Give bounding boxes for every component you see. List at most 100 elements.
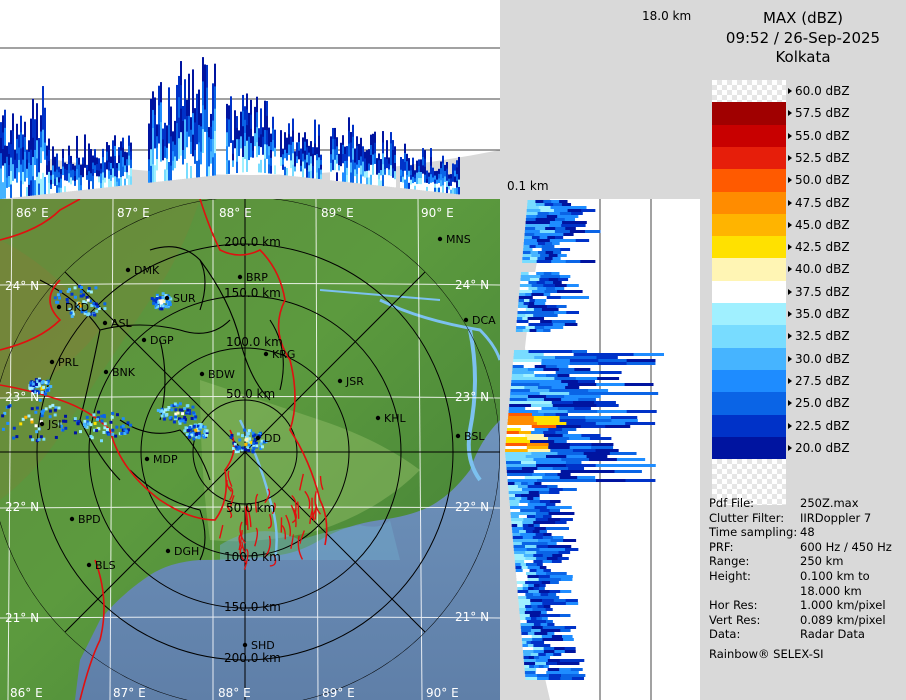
ppi-echo-cell bbox=[35, 389, 39, 393]
top-echo-cell bbox=[310, 148, 312, 157]
top-echo-cell bbox=[316, 147, 318, 154]
right-echo-cell bbox=[559, 200, 568, 203]
right-echo-cell bbox=[536, 260, 552, 263]
top-echo-cell bbox=[240, 160, 242, 173]
top-echo-cell bbox=[346, 153, 348, 161]
right-echo-cell bbox=[557, 350, 573, 353]
top-echo-cell bbox=[152, 127, 154, 147]
right-echo-cell bbox=[530, 404, 554, 407]
right-echo-cell bbox=[533, 623, 542, 626]
right-echo-cell bbox=[547, 623, 555, 626]
legend-label: 55.0 dBZ bbox=[788, 129, 850, 143]
right-echo-cell bbox=[521, 497, 528, 500]
top-echo-cell bbox=[374, 142, 376, 154]
top-echo-cell bbox=[98, 170, 100, 177]
top-echo-cell bbox=[118, 162, 120, 171]
ppi-echo-cell bbox=[260, 445, 264, 449]
right-echo-cell bbox=[549, 590, 561, 593]
top-echo-cell bbox=[48, 138, 50, 150]
top-echo-cell bbox=[32, 137, 34, 158]
ppi-echo-cell bbox=[121, 417, 125, 421]
ppi-echo-cell bbox=[77, 302, 81, 306]
top-echo-cell bbox=[394, 178, 396, 188]
top-echo-cell bbox=[44, 159, 46, 177]
top-echo-cell bbox=[90, 156, 92, 166]
ppi-echo-cell bbox=[170, 408, 174, 412]
top-echo-cell bbox=[18, 147, 20, 160]
right-echo-cell bbox=[508, 485, 519, 488]
right-echo-cell bbox=[537, 287, 547, 290]
legend-label: 32.5 dBZ bbox=[788, 329, 850, 343]
right-echo-cell bbox=[536, 545, 549, 548]
right-echo-cell bbox=[539, 548, 553, 551]
ppi-echo-cell bbox=[247, 443, 251, 447]
right-echo-cell bbox=[530, 653, 539, 656]
top-echo-cell bbox=[188, 136, 190, 158]
right-echo-cell bbox=[538, 590, 551, 593]
top-echo-cell bbox=[8, 142, 10, 154]
top-echo-cell bbox=[130, 167, 132, 177]
top-echo-cell bbox=[94, 164, 96, 174]
top-echo-cell bbox=[330, 153, 332, 163]
right-echo-cell bbox=[553, 233, 564, 236]
top-echo-cell bbox=[376, 158, 378, 164]
right-echo-cell bbox=[519, 290, 533, 293]
ppi-echo-cell bbox=[79, 304, 83, 308]
top-echo-cell bbox=[342, 135, 344, 145]
ppi-echo-cell bbox=[181, 412, 185, 416]
top-echo-cell bbox=[428, 176, 430, 181]
city-dot bbox=[49, 359, 55, 365]
top-echo-cell bbox=[432, 167, 434, 173]
right-echo-cell bbox=[569, 446, 592, 449]
right-echo-cell bbox=[547, 545, 560, 548]
right-echo-cell bbox=[574, 221, 587, 224]
top-echo-cell bbox=[54, 178, 56, 186]
ppi-echo-cell bbox=[175, 403, 179, 407]
top-echo-cell bbox=[162, 149, 164, 161]
top-echo-cell bbox=[428, 183, 430, 188]
lon-label-bottom-88: 88° E bbox=[218, 686, 251, 700]
clutter-stroke bbox=[254, 527, 259, 547]
right-echo-cell bbox=[544, 203, 554, 206]
top-echo-cell bbox=[206, 109, 208, 132]
top-echo-cell bbox=[76, 146, 78, 159]
top-echo-cell bbox=[416, 172, 418, 179]
ppi-echo-cell bbox=[100, 419, 104, 423]
top-echo-cell bbox=[450, 177, 452, 183]
ppi-echo-cell bbox=[79, 285, 83, 289]
top-echo-cell bbox=[302, 161, 304, 170]
right-echo-cell bbox=[513, 356, 535, 359]
top-echo-cell bbox=[240, 111, 242, 125]
right-echo-cell bbox=[566, 479, 597, 482]
city-dot bbox=[263, 351, 269, 357]
right-echo-cell bbox=[525, 530, 534, 533]
ppi-echo-cell bbox=[240, 448, 244, 452]
right-echo-cell bbox=[527, 623, 535, 626]
top-echo-cell bbox=[446, 174, 448, 181]
top-echo-cell bbox=[156, 169, 158, 182]
top-echo-cell bbox=[254, 158, 256, 172]
top-echo-cell bbox=[108, 170, 110, 179]
right-echo-cell bbox=[554, 377, 577, 380]
right-echo-cell bbox=[585, 419, 612, 422]
right-echo-cell bbox=[522, 569, 531, 572]
top-echo-cell bbox=[458, 171, 460, 180]
top-echo-cell bbox=[106, 168, 108, 179]
right-echo-cell bbox=[552, 404, 576, 407]
right-echo-cell bbox=[522, 506, 536, 509]
ppi-echo-cell bbox=[123, 431, 127, 435]
top-echo-cell bbox=[34, 149, 36, 166]
right-echo-cell bbox=[625, 479, 656, 482]
top-echo-cell bbox=[108, 161, 110, 171]
top-echo-cell bbox=[266, 129, 268, 145]
top-echo-cell bbox=[380, 169, 382, 176]
right-echo-cell bbox=[524, 476, 543, 479]
top-echo-cell bbox=[346, 146, 348, 154]
top-echo-cell bbox=[208, 146, 210, 157]
top-echo-cell bbox=[64, 174, 66, 181]
top-echo-cell bbox=[320, 173, 322, 180]
top-echo-cell bbox=[264, 158, 266, 174]
top-echo-cell bbox=[438, 168, 440, 174]
top-echo-cell bbox=[298, 141, 300, 151]
